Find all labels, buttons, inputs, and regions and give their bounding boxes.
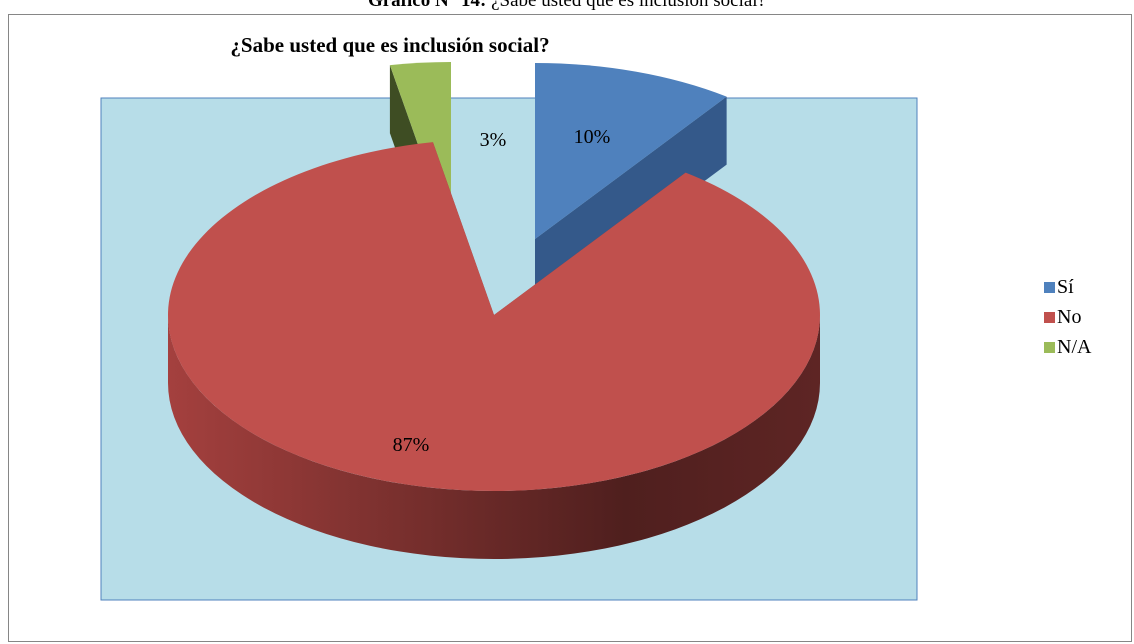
legend-swatch-si (1044, 281, 1055, 293)
chart-title: ¿Sabe usted que es inclusión social? (230, 33, 550, 57)
pie-slice-top-si (535, 63, 727, 239)
legend-item-si: Sí (1044, 272, 1091, 302)
legend-item-na: N/A (1044, 332, 1091, 362)
legend-swatch-na (1044, 341, 1055, 353)
data-label-si: 10% (574, 126, 611, 148)
figure-caption-text: ¿Sabe usted que es inclusión social? (486, 0, 767, 11)
figure-caption: Gráfico N° 14: ¿Sabe usted que es inclus… (0, 0, 1134, 11)
figure-number: Gráfico N° 14: (367, 0, 487, 11)
legend: Sí No N/A (1044, 272, 1091, 362)
legend-label-na: N/A (1057, 335, 1092, 358)
legend-label-no: No (1057, 305, 1082, 328)
pie-slice-no (168, 142, 820, 559)
legend-label-si: Sí (1057, 275, 1074, 298)
legend-item-no: No (1044, 302, 1091, 332)
pie-slice-side-no (168, 315, 820, 559)
data-label-no: 87% (393, 434, 430, 456)
data-label-na: 3% (480, 129, 507, 151)
legend-swatch-no (1044, 311, 1055, 323)
pie-slice-top-no (168, 142, 820, 492)
